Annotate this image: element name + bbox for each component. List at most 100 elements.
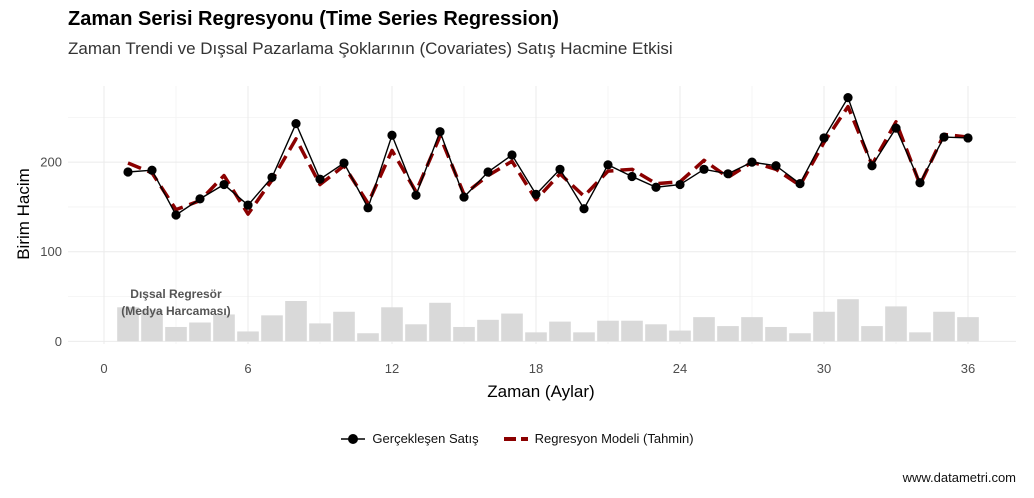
actual-point — [843, 93, 853, 103]
actual-point — [579, 204, 589, 214]
legend-label-model: Regresyon Modeli (Tahmin) — [534, 431, 694, 446]
annotation-line: (Medya Harcaması) — [121, 304, 230, 318]
covariate-bar — [501, 313, 523, 342]
actual-point — [939, 132, 949, 142]
covariate-bar — [861, 326, 883, 342]
actual-point — [675, 179, 685, 190]
actual-point — [147, 165, 157, 175]
covariate-bar — [621, 320, 643, 342]
covariate-bar — [309, 323, 331, 342]
covariate-bar — [477, 319, 499, 342]
legend-item-model: Regresyon Modeli (Tahmin) — [503, 431, 694, 446]
actual-point — [171, 210, 181, 220]
actual-point — [555, 164, 565, 174]
covariate-bar — [789, 333, 811, 342]
covariate-bar — [237, 331, 259, 342]
covariate-bar — [573, 332, 595, 342]
actual-point — [531, 189, 541, 199]
actual-point — [891, 123, 901, 133]
actual-point — [339, 158, 349, 168]
actual-point — [795, 179, 805, 189]
x-tick-label: 6 — [244, 361, 251, 376]
covariate-bar — [837, 299, 859, 342]
covariate-bar — [549, 321, 571, 342]
actual-point — [219, 179, 229, 190]
actual-point — [291, 119, 301, 129]
covariate-bar — [741, 317, 763, 342]
covariate-bar — [693, 317, 715, 342]
covariate-bar — [885, 306, 907, 342]
x-tick-labels: 0 6 12 18 24 30 36 — [100, 361, 975, 376]
actual-point — [819, 133, 829, 143]
y-tick-label: 0 — [55, 334, 62, 349]
time-series-chart: Dışsal Regresör (Medya Harcaması) 0 6 12 18 2… — [14, 86, 1016, 401]
actual-point — [387, 130, 397, 140]
covariate-bar — [813, 311, 835, 342]
legend: Gerçekleşen Satış Regresyon Modeli (Tahm… — [0, 431, 1034, 446]
covariate-bar — [285, 301, 307, 342]
covariate-bar — [405, 324, 427, 342]
x-tick-label: 0 — [100, 361, 107, 376]
covariate-bar — [933, 311, 955, 342]
actual-point — [507, 150, 517, 160]
covariate-bar — [957, 317, 979, 342]
y-axis-label: Birim Hacim — [14, 168, 33, 260]
actual-point — [363, 203, 373, 213]
covariate-bars — [117, 299, 979, 342]
legend-key-actual — [341, 433, 366, 444]
x-tick-label: 12 — [385, 361, 399, 376]
annotation-line: Dışsal Regresör — [130, 287, 222, 301]
covariate-bar — [213, 314, 235, 342]
actual-point — [459, 192, 469, 202]
legend-item-actual: Gerçekleşen Satış — [340, 431, 479, 446]
chart-subtitle: Zaman Trendi ve Dışsal Pazarlama Şokları… — [68, 39, 673, 58]
covariate-bar — [645, 324, 667, 342]
covariate-bar — [261, 315, 283, 342]
actual-point — [651, 182, 661, 192]
actual-series — [123, 93, 973, 220]
actual-point — [771, 161, 781, 171]
covariate-bar — [357, 333, 379, 342]
actual-point — [963, 133, 973, 143]
actual-point — [627, 171, 637, 182]
actual-point — [723, 169, 733, 179]
actual-point — [315, 174, 325, 184]
actual-point — [483, 167, 493, 177]
actual-point — [243, 200, 253, 210]
covariate-annotation: Dışsal Regresör (Medya Harcaması) — [121, 287, 230, 318]
covariate-bar — [381, 307, 403, 342]
x-tick-label: 30 — [817, 361, 831, 376]
covariate-bar — [909, 332, 931, 342]
x-axis-label: Zaman (Aylar) — [487, 382, 594, 401]
y-tick-label: 200 — [40, 155, 62, 170]
chart-title: Zaman Serisi Regresyonu (Time Series Reg… — [68, 8, 559, 30]
actual-point — [411, 190, 421, 200]
actual-point — [603, 160, 613, 170]
covariate-bar — [669, 330, 691, 342]
y-tick-label: 100 — [40, 244, 62, 259]
covariate-bar — [765, 326, 787, 342]
covariate-bar — [141, 309, 163, 342]
covariate-bar — [429, 302, 451, 342]
covariate-bar — [333, 311, 355, 342]
covariate-bar — [165, 326, 187, 342]
actual-point — [699, 164, 709, 174]
covariate-bar — [189, 322, 211, 342]
y-tick-labels: 0 100 200 — [40, 155, 62, 349]
actual-point — [123, 167, 133, 177]
caption: www.datametri.com — [902, 470, 1016, 485]
legend-label-actual: Gerçekleşen Satış — [372, 431, 479, 446]
actual-point — [267, 172, 277, 182]
covariate-bar — [117, 307, 139, 342]
actual-point — [915, 178, 925, 188]
x-tick-label: 24 — [673, 361, 687, 376]
covariate-bar — [717, 326, 739, 342]
actual-point — [435, 127, 445, 137]
actual-point — [867, 161, 877, 171]
covariate-bar — [597, 320, 619, 342]
covariate-bar — [525, 332, 547, 342]
x-tick-label: 36 — [961, 361, 975, 376]
legend-key-model — [503, 436, 528, 441]
covariate-bar — [453, 326, 475, 342]
actual-point — [747, 157, 757, 167]
